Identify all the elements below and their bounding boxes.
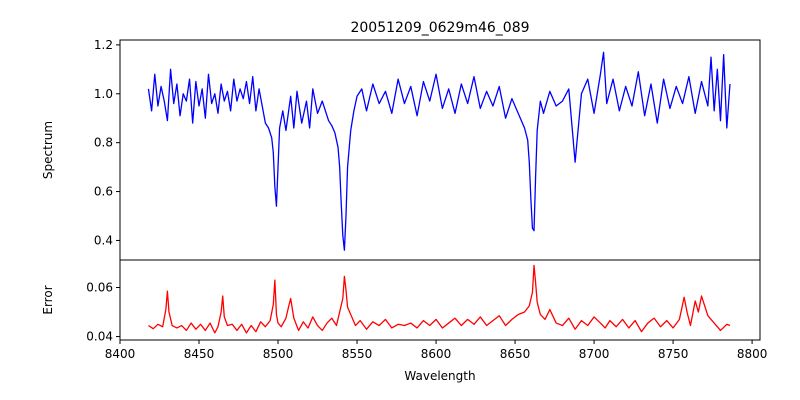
spectrum-series-line [147,51,731,251]
x-tick-label: 8750 [658,347,689,361]
spectrum-series-group [147,51,731,251]
error-plot-area [120,260,760,340]
spectrum-y-tick-label: 1.2 [94,38,113,52]
spectrum-plot-area [120,40,760,260]
error-series-line [148,264,731,334]
x-tick-label: 8800 [737,347,768,361]
spectrum-panel: 0.4 0.6 0.8 1.0 1.2 Spectrum [41,38,761,261]
error-panel-frame [119,259,761,341]
chart-title: 20051209_0629m46_089 [350,20,529,36]
x-tick-label: 8650 [500,347,531,361]
spectrum-y-tick-label: 1.0 [94,87,113,101]
spectrum-y-tick-label: 0.6 [94,185,113,199]
spectrum-y-tick-label: 0.8 [94,136,113,150]
spectrum-y-tick-label: 0.4 [94,233,113,247]
error-y-axis-label: Error [41,285,55,314]
error-y-tick-label: 0.04 [86,330,113,344]
error-y-tick-label: 0.06 [86,280,113,294]
error-series-group [148,264,731,334]
error-x-ticks: 8400 8450 8500 8550 8600 8650 8700 8750 8800 [105,340,768,361]
x-tick-label: 8500 [263,347,294,361]
x-tick-label: 8600 [421,347,452,361]
x-tick-label: 8450 [184,347,215,361]
error-panel: 0.04 0.06 8400 8450 8500 8550 8600 8650 8700 875… [41,259,768,383]
x-tick-label: 8400 [105,347,136,361]
error-y-ticks: 0.04 0.06 [86,280,120,344]
spectrum-y-axis-label: Spectrum [41,121,55,179]
spectrum-y-ticks: 0.4 0.6 0.8 1.0 1.2 [94,38,120,247]
x-tick-label: 8550 [342,347,373,361]
x-tick-label: 8700 [579,347,610,361]
x-axis-label: Wavelength [404,369,475,383]
